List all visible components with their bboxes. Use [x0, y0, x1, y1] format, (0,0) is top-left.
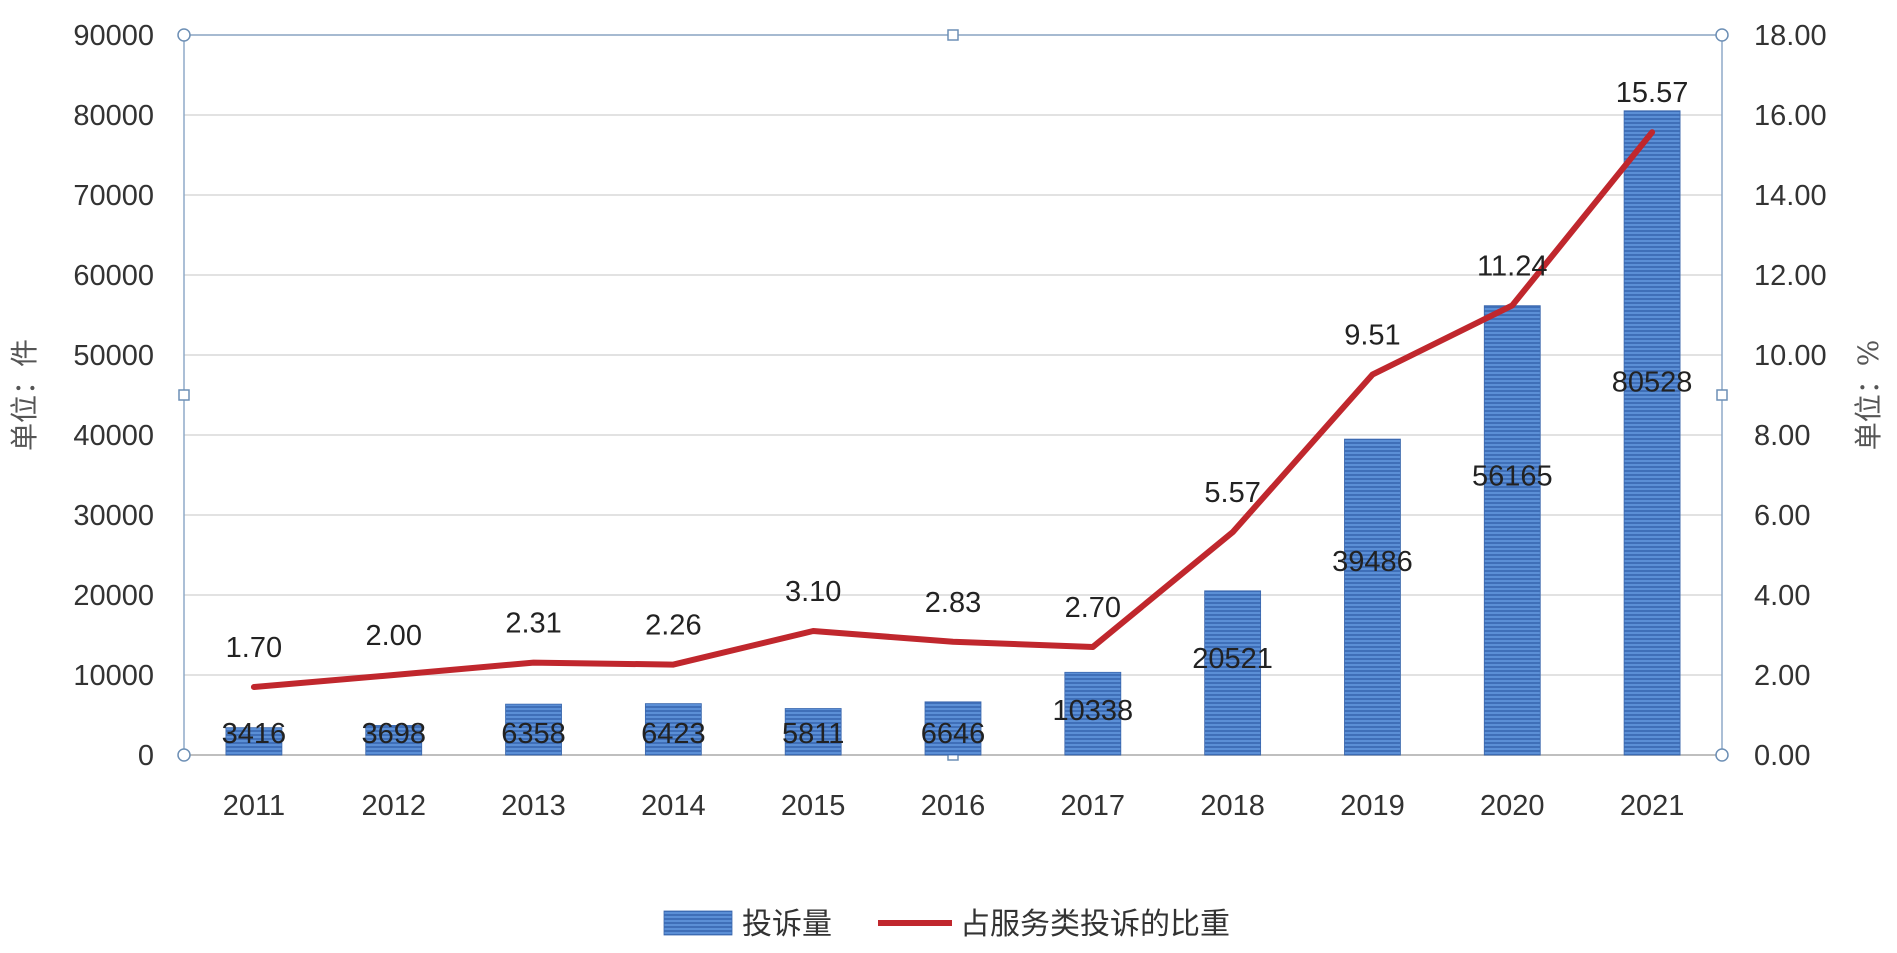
bar-value-label: 80528 — [1612, 366, 1693, 398]
corner-handle[interactable] — [1715, 28, 1729, 42]
bar-2012 — [365, 725, 423, 756]
bar-value-label: 6358 — [501, 718, 566, 750]
edge-handle[interactable] — [947, 29, 959, 41]
x-axis-tick-label: 2018 — [1200, 790, 1265, 822]
bar-value-label: 39486 — [1332, 546, 1413, 578]
bar-value-label: 6423 — [641, 718, 706, 750]
legend-bar-swatch — [663, 910, 733, 936]
bar-value-label: 3416 — [222, 718, 287, 750]
bar-2016 — [924, 701, 982, 756]
x-axis-tick-label: 2012 — [361, 790, 426, 822]
legend-line-label: 占服务类投诉的比重 — [960, 907, 1230, 942]
right-axis-tick-label: 10.00 — [1754, 340, 1827, 372]
line-series — [250, 129, 1656, 690]
left-axis-tick-label: 20000 — [73, 580, 154, 612]
legend-bar-label: 投诉量 — [742, 907, 832, 942]
x-axis-tick-label: 2019 — [1340, 790, 1405, 822]
x-axis-tick-label: 2020 — [1480, 790, 1545, 822]
x-axis-tick-label: 2016 — [921, 790, 986, 822]
x-axis-tick-label: 2017 — [1061, 790, 1126, 822]
corner-handle[interactable] — [177, 748, 191, 762]
line-value-label: 2.00 — [366, 620, 422, 652]
left-axis-tick-label: 60000 — [73, 260, 154, 292]
left-axis-tick-label: 90000 — [73, 20, 154, 52]
x-axis-tick-label: 2011 — [223, 790, 285, 822]
line-value-label: 2.70 — [1065, 592, 1121, 624]
x-axis-tick-label: 2014 — [641, 790, 706, 822]
corner-handle[interactable] — [177, 28, 191, 42]
edge-handle[interactable] — [178, 389, 190, 401]
edge-handle[interactable] — [1716, 389, 1728, 401]
line-value-label: 9.51 — [1344, 320, 1400, 352]
left-axis-tick-label: 40000 — [73, 420, 154, 452]
left-axis-tick-label: 10000 — [73, 660, 154, 692]
bar-2019 — [1344, 438, 1401, 756]
bar-value-label: 5811 — [782, 718, 844, 750]
bar-2018 — [1204, 590, 1262, 756]
legend: 投诉量 占服务类投诉的比重 — [663, 907, 1230, 942]
line-value-label: 2.31 — [505, 608, 561, 640]
bar-2015 — [784, 708, 842, 756]
x-axis-tick-label: 2015 — [781, 790, 846, 822]
left-axis-title: 单位：件 — [8, 339, 41, 451]
left-axis-tick-label: 50000 — [73, 340, 154, 372]
bar-2020 — [1483, 305, 1541, 756]
line-value-label: 3.10 — [785, 576, 841, 608]
bar-2011 — [225, 727, 283, 756]
bar-2014 — [644, 703, 702, 756]
line-value-label: 15.57 — [1616, 77, 1689, 109]
right-axis-tick-label: 6.00 — [1754, 500, 1810, 532]
bar-value-label: 3698 — [361, 718, 426, 750]
bar-value-label: 20521 — [1192, 643, 1273, 675]
data-labels: 3416 3698 6358 6423 5811 6646 10338 20521 39486 5… — [222, 77, 1693, 750]
right-axis-tick-label: 0.00 — [1754, 740, 1810, 772]
x-axis-tick-label: 2021 — [1620, 790, 1685, 822]
line-value-label: 5.57 — [1204, 477, 1260, 509]
line-value-label: 2.26 — [645, 610, 701, 642]
left-axis-tick-label: 0 — [138, 740, 154, 772]
right-axis-tick-label: 2.00 — [1754, 660, 1810, 692]
corner-handle[interactable] — [1715, 748, 1729, 762]
line-value-label: 1.70 — [226, 632, 282, 664]
right-axis-tick-label: 14.00 — [1754, 180, 1827, 212]
right-axis-title: 单位：% — [1852, 340, 1885, 451]
right-axis-tick-label: 4.00 — [1754, 580, 1810, 612]
right-axis-tick-label: 8.00 — [1754, 420, 1810, 452]
left-axis-tick-label: 30000 — [73, 500, 154, 532]
line-value-label: 11.24 — [1477, 250, 1547, 282]
bar-2017 — [1064, 671, 1122, 756]
right-axis-tick-label: 18.00 — [1754, 20, 1827, 52]
right-axis-tick-label: 16.00 — [1754, 100, 1827, 132]
left-axis-tick-label: 80000 — [73, 100, 154, 132]
bar-value-label: 6646 — [921, 718, 986, 750]
bar-value-label: 56165 — [1472, 460, 1553, 492]
x-axis-tick-label: 2013 — [501, 790, 566, 822]
right-axis-tick-label: 12.00 — [1754, 260, 1827, 292]
bar-2021 — [1623, 110, 1681, 756]
line-value-label: 2.83 — [925, 587, 981, 619]
left-axis-tick-label: 70000 — [73, 180, 154, 212]
bar-series — [225, 110, 1681, 756]
axes: 0 10000 20000 30000 40000 50000 60000 70000 8000… — [8, 20, 1885, 822]
bar-value-label: 10338 — [1052, 695, 1133, 727]
bar-2013 — [505, 703, 562, 756]
